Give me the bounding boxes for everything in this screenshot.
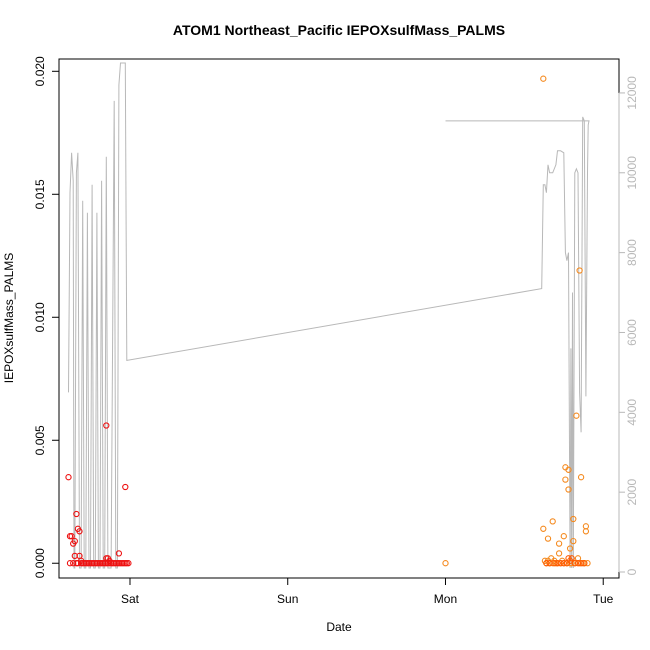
data-point: [555, 550, 563, 557]
chart-title: ATOM1 Northeast_Pacific IEPOXsulfMass_PA…: [173, 22, 505, 38]
x-axis: Sat Sun Mon Tue: [121, 577, 614, 606]
data-point: [540, 525, 547, 532]
data-point: [557, 560, 564, 567]
data-point: [125, 560, 132, 567]
data-point: [584, 560, 591, 567]
data-point: [103, 422, 110, 429]
y-tick-label: 0.000: [33, 548, 47, 578]
data-point: [574, 560, 582, 567]
y-tick-label: 0.015: [33, 179, 47, 209]
y-tick-label: 0.010: [33, 302, 47, 332]
x-axis-label: Date: [326, 620, 352, 634]
data-point: [560, 560, 567, 567]
y-axis: 0.000 0.005 0.010 0.015 0.020: [33, 56, 60, 578]
x-tick-label: Sat: [121, 592, 140, 606]
y2-axis: 0 2000 4000 6000 8000 10000 12000: [618, 76, 639, 575]
data-point: [122, 483, 129, 491]
data-point: [71, 537, 78, 545]
altitude-line-layer: [68, 62, 590, 569]
data-point: [570, 537, 577, 545]
data-point: [551, 560, 558, 567]
scatter-points-layer: [65, 75, 591, 567]
y2-tick-label: 10000: [625, 156, 639, 190]
y2-tick-label: 6000: [625, 319, 639, 346]
data-point: [555, 540, 563, 547]
data-point: [115, 550, 123, 557]
y-tick-label: 0.020: [33, 56, 47, 86]
data-point: [565, 486, 572, 493]
data-point: [570, 515, 577, 523]
data-point: [73, 510, 80, 518]
x-tick-label: Tue: [593, 592, 614, 606]
data-point: [581, 560, 588, 567]
data-point: [66, 560, 74, 567]
data-point: [568, 555, 575, 562]
data-point: [576, 267, 583, 274]
data-point: [571, 560, 578, 567]
data-point: [562, 476, 569, 483]
data-point: [76, 528, 83, 535]
plot-frame: [58, 58, 620, 579]
data-point: [582, 528, 590, 535]
data-point: [577, 474, 585, 481]
data-point: [68, 533, 75, 540]
data-point: [65, 474, 72, 481]
y-tick-label: 0.005: [33, 425, 47, 455]
data-point: [106, 557, 113, 564]
altitude-line: [68, 62, 590, 569]
data-point: [566, 545, 574, 552]
y2-tick-label: 12000: [625, 76, 639, 110]
y2-tick-label: 8000: [625, 239, 639, 266]
data-point: [554, 560, 561, 567]
data-point: [560, 533, 567, 540]
data-point: [442, 560, 449, 567]
data-point: [549, 518, 556, 525]
data-point: [544, 535, 552, 542]
data-point: [565, 466, 572, 473]
data-point: [543, 560, 550, 567]
data-point: [582, 523, 590, 530]
y2-tick-label: 2000: [625, 479, 639, 506]
x-tick-label: Mon: [434, 592, 457, 606]
data-point: [573, 412, 580, 419]
y-axis-label: IEPOXsulfMass_PALMS: [2, 253, 16, 384]
data-point: [577, 560, 585, 567]
data-point: [540, 75, 547, 82]
x-tick-label: Sun: [277, 592, 298, 606]
y2-tick-label: 0: [625, 568, 639, 575]
y2-tick-label: 4000: [625, 399, 639, 426]
